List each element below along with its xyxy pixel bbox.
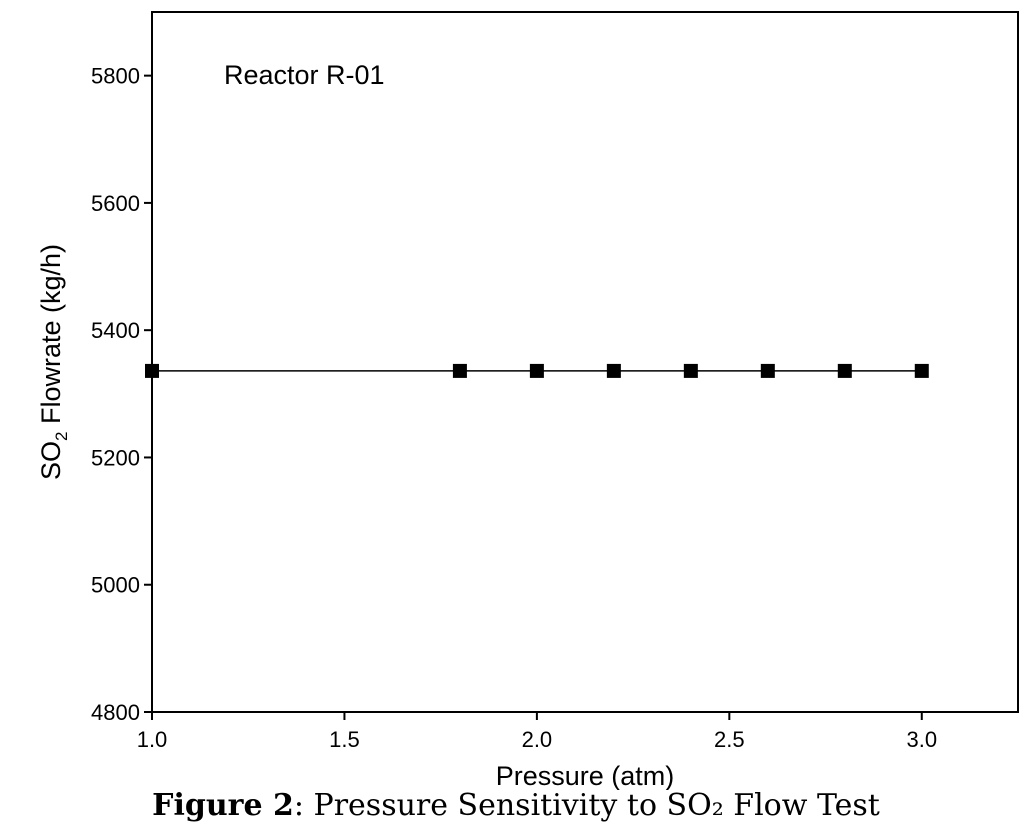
- data-point: [606, 363, 621, 378]
- x-tick-label: 1.0: [137, 727, 168, 752]
- caption-label: Figure 2: [152, 788, 294, 823]
- data-point: [837, 363, 852, 378]
- reactor-annotation: Reactor R-01: [224, 60, 385, 90]
- caption-text: : Pressure Sensitivity to SO₂ Flow Test: [293, 788, 880, 823]
- y-axis-label: SO2 Flowrate (kg/h): [36, 244, 71, 480]
- data-point: [760, 363, 775, 378]
- y-axis-label-prefix: SO: [36, 441, 66, 480]
- ticks: 1.0 1.5 2.0 2.5 3.0 4800 5000 5200 5400 5600 5800: [91, 64, 937, 752]
- x-tick-label: 3.0: [906, 727, 937, 752]
- data-point: [145, 363, 159, 378]
- data-point: [529, 363, 544, 378]
- y-tick-label: 5000: [91, 573, 140, 598]
- data-point: [683, 363, 698, 378]
- y-tick-label: 5600: [91, 191, 140, 216]
- y-tick-label: 5800: [91, 64, 140, 89]
- x-tick-label: 1.5: [329, 727, 360, 752]
- x-axis-label: Pressure (atm): [496, 761, 675, 790]
- figure-caption: Figure 2: Pressure Sensitivity to SO₂ Fl…: [0, 788, 1032, 823]
- y-tick-label: 5200: [91, 445, 140, 470]
- data-point: [914, 363, 929, 378]
- data-point: [452, 363, 467, 378]
- data-series: [145, 363, 929, 378]
- chart: 1.0 1.5 2.0 2.5 3.0480050005200540056005800 …: [36, 11, 1019, 790]
- y-axis-label-subscript: 2: [52, 432, 71, 441]
- plot-frame: [151, 11, 1019, 713]
- x-tick-label: 2.0: [522, 727, 553, 752]
- y-tick-label: 5400: [91, 318, 140, 343]
- x-tick-label: 2.5: [714, 727, 745, 752]
- y-tick-label: 4800: [91, 700, 140, 725]
- y-axis-label-suffix: Flowrate (kg/h): [36, 244, 66, 432]
